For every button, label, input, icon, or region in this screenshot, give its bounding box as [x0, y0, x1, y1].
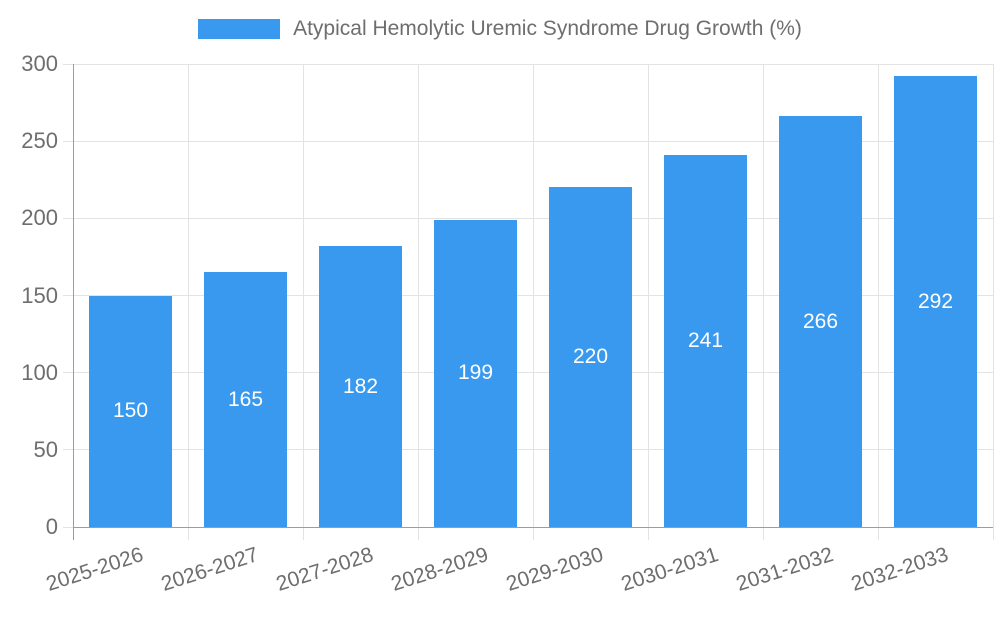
bar-value-label: 220	[572, 345, 609, 369]
x-axis-label: 2027-2028	[272, 543, 376, 596]
bar	[204, 272, 287, 527]
y-axis-tick	[63, 372, 73, 374]
y-axis-line	[72, 64, 74, 540]
x-gridline	[647, 64, 649, 527]
x-axis-label: 2030-2031	[617, 543, 721, 596]
bar-value-label: 241	[687, 329, 724, 353]
bar	[549, 187, 632, 527]
y-axis-label: 300	[21, 51, 58, 76]
x-gridline	[877, 64, 879, 527]
x-axis-label: 2028-2029	[387, 543, 491, 596]
y-axis-label: 150	[21, 282, 58, 308]
x-axis-label: 2029-2030	[502, 543, 606, 596]
bar-value-label: 165	[227, 387, 264, 411]
y-axis-label: 200	[21, 205, 58, 231]
y-axis-tick	[63, 140, 73, 142]
x-axis-tick	[417, 527, 419, 540]
bar	[434, 219, 517, 527]
x-axis-tick	[992, 527, 994, 540]
y-axis-tick	[63, 63, 73, 65]
bar	[664, 155, 747, 527]
legend-label[interactable]: Atypical Hemolytic Uremic Syndrome Drug …	[293, 17, 802, 40]
bar-value-label: 292	[917, 289, 954, 313]
chart-area: 0 50 100 150 200 250 300 150 2025-2026 165 2026-20…	[21, 51, 994, 596]
x-axis-label: 2026-2027	[157, 543, 261, 596]
x-axis-line	[73, 526, 993, 528]
bar	[319, 246, 402, 527]
y-axis-tick	[63, 217, 73, 219]
bar-value-label: 150	[112, 399, 149, 423]
y-axis-tick	[63, 295, 73, 296]
y-axis-label: 0	[45, 514, 58, 539]
y-axis-tick	[63, 526, 73, 528]
x-axis-tick	[877, 527, 879, 540]
x-axis-tick	[187, 527, 189, 540]
y-axis-label: 50	[33, 436, 58, 462]
x-gridline	[992, 64, 994, 527]
y-axis-label: 100	[21, 359, 58, 385]
y-axis-label: 250	[21, 128, 58, 154]
x-axis-tick	[302, 527, 304, 540]
x-axis-label: 2031-2032	[732, 543, 836, 596]
x-axis-tick	[762, 527, 764, 540]
x-axis-tick	[532, 527, 534, 540]
bar	[779, 116, 862, 527]
bar-value-label: 266	[802, 309, 839, 333]
legend-swatch[interactable]	[198, 19, 281, 39]
bar-value-label: 182	[342, 374, 379, 398]
bar	[894, 76, 977, 527]
y-axis-tick	[63, 449, 73, 451]
x-gridline	[762, 64, 764, 527]
x-gridline	[417, 64, 419, 527]
x-gridline	[302, 64, 304, 527]
chart-legend[interactable]: Atypical Hemolytic Uremic Syndrome Drug …	[0, 17, 1000, 41]
bar-value-label: 199	[457, 361, 494, 385]
x-axis-label: 2032-2033	[847, 543, 951, 596]
x-gridline	[187, 64, 189, 527]
x-axis-tick	[647, 527, 649, 540]
bar	[89, 295, 172, 527]
x-gridline	[532, 64, 534, 527]
